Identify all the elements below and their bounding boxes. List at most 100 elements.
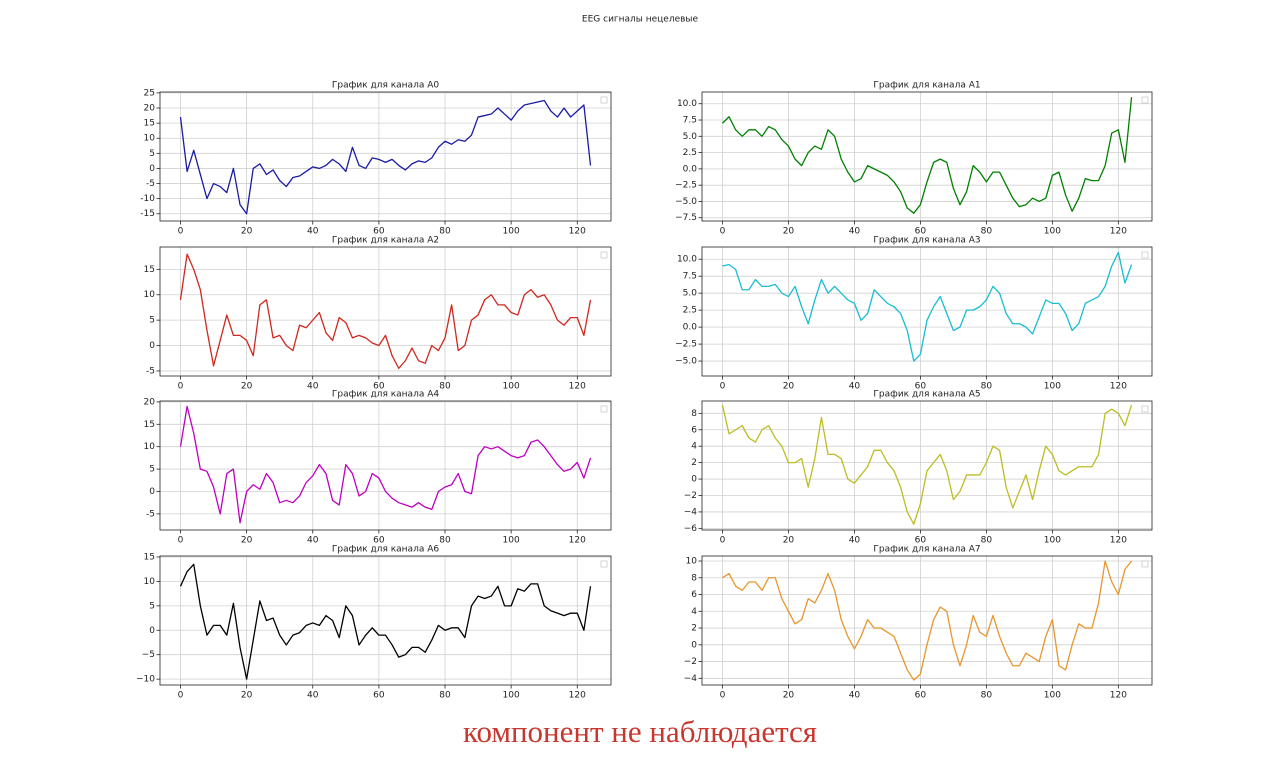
x-tick-label: 0 — [720, 382, 726, 392]
x-tick-label: 80 — [981, 691, 993, 701]
y-tick-label: 8 — [691, 409, 697, 419]
y-tick-label: 15 — [144, 265, 155, 275]
y-tick-label: 5 — [149, 149, 155, 159]
x-tick-label: 40 — [307, 691, 319, 701]
x-tick-label: 40 — [849, 227, 861, 237]
x-tick-label: 80 — [439, 536, 451, 546]
y-tick-label: 5 — [149, 601, 155, 611]
x-tick-label: 60 — [373, 536, 385, 546]
x-tick-label: 20 — [241, 382, 253, 392]
x-tick-label: 20 — [241, 536, 253, 546]
y-tick-label: 10.0 — [677, 99, 697, 109]
y-tick-label: 0 — [691, 640, 697, 650]
y-tick-label: 15 — [144, 119, 155, 129]
signal-line — [721, 404, 1133, 525]
y-tick-label: 5.0 — [683, 132, 698, 142]
x-tick-label: 80 — [981, 227, 993, 237]
x-tick-label: 40 — [307, 536, 319, 546]
y-tick-label: 2.5 — [683, 306, 697, 316]
y-tick-label: −2.5 — [675, 340, 697, 350]
y-tick-label: 0 — [149, 164, 155, 174]
caption: компонент не наблюдается — [463, 714, 817, 749]
x-tick-label: 80 — [981, 536, 993, 546]
subplot-title: График для канала A4 — [332, 390, 439, 400]
y-tick-label: 10 — [144, 577, 156, 587]
x-tick-label: 120 — [1110, 536, 1127, 546]
axes-frame — [701, 246, 1153, 377]
legend-box — [600, 405, 608, 413]
y-tick-label: -5 — [146, 366, 155, 376]
subplot-title: График для канала A6 — [332, 545, 439, 555]
y-tick-label: −7.5 — [675, 213, 697, 223]
y-tick-label: 0 — [149, 626, 155, 636]
x-tick-label: 100 — [1044, 536, 1061, 546]
x-tick-label: 20 — [783, 536, 795, 546]
legend-box — [600, 251, 608, 259]
legend-box — [1141, 560, 1149, 568]
y-tick-label: -10 — [140, 194, 155, 204]
axes-frame — [159, 555, 612, 686]
x-tick-label: 60 — [373, 227, 385, 237]
x-tick-label: 0 — [178, 227, 184, 237]
y-tick-label: −10 — [136, 675, 155, 685]
x-tick-label: 20 — [783, 691, 795, 701]
x-tick-label: 0 — [178, 536, 184, 546]
x-tick-label: 120 — [1110, 691, 1127, 701]
x-tick-label: 60 — [373, 691, 385, 701]
signal-line — [721, 97, 1133, 214]
x-tick-label: 100 — [1044, 227, 1061, 237]
legend-box — [1141, 405, 1149, 413]
y-tick-label: 0 — [149, 341, 155, 351]
axes-frame — [701, 91, 1153, 222]
y-tick-label: 7.5 — [683, 272, 697, 282]
x-tick-label: 20 — [783, 227, 795, 237]
y-tick-label: 10 — [144, 442, 156, 452]
y-tick-label: −2 — [684, 491, 697, 501]
y-tick-label: 4 — [691, 607, 697, 617]
x-tick-label: 40 — [307, 382, 319, 392]
figure-title: EEG сигналы нецелевые — [582, 15, 699, 25]
x-tick-label: 40 — [849, 536, 861, 546]
x-tick-label: 100 — [503, 382, 520, 392]
y-tick-label: −6 — [684, 524, 698, 534]
x-tick-label: 40 — [849, 382, 861, 392]
x-tick-label: 0 — [720, 227, 726, 237]
axes-frame — [701, 555, 1153, 686]
y-tick-label: 4 — [691, 442, 697, 452]
subplot-title: График для канала A2 — [332, 236, 439, 246]
y-tick-label: 2.5 — [683, 148, 697, 158]
signal-line — [179, 563, 592, 680]
subplot-title: График для канала A3 — [873, 236, 980, 246]
y-tick-label: 10 — [686, 557, 698, 567]
x-tick-label: 60 — [915, 536, 927, 546]
subplot-title: График для канала A0 — [332, 81, 439, 91]
x-tick-label: 60 — [915, 382, 927, 392]
y-tick-label: −2 — [684, 657, 697, 667]
legend-box — [1141, 96, 1149, 104]
y-tick-label: 2 — [691, 458, 697, 468]
y-tick-label: −4 — [684, 507, 698, 517]
x-tick-label: 100 — [503, 691, 520, 701]
y-tick-label: 5 — [149, 465, 155, 475]
axes-frame — [159, 400, 612, 531]
subplot-title: График для канала A5 — [873, 390, 980, 400]
signal-line — [179, 405, 592, 524]
y-tick-label: 25 — [144, 88, 155, 98]
signal-line — [722, 251, 1133, 362]
y-tick-label: 8 — [691, 573, 697, 583]
x-tick-label: 100 — [1044, 691, 1061, 701]
y-tick-label: -15 — [140, 209, 155, 219]
signal-line — [722, 560, 1133, 681]
legend-box — [600, 96, 608, 104]
x-tick-label: 40 — [307, 227, 319, 237]
y-tick-label: 10.0 — [677, 255, 697, 265]
x-tick-label: 120 — [1110, 227, 1127, 237]
y-tick-label: 10 — [144, 134, 156, 144]
x-tick-label: 100 — [503, 536, 520, 546]
y-tick-label: 15 — [144, 420, 155, 430]
x-tick-label: 120 — [569, 691, 586, 701]
axes-frame — [159, 246, 612, 377]
x-tick-label: 20 — [241, 691, 253, 701]
y-tick-label: 10 — [144, 290, 156, 300]
x-tick-label: 0 — [720, 691, 726, 701]
